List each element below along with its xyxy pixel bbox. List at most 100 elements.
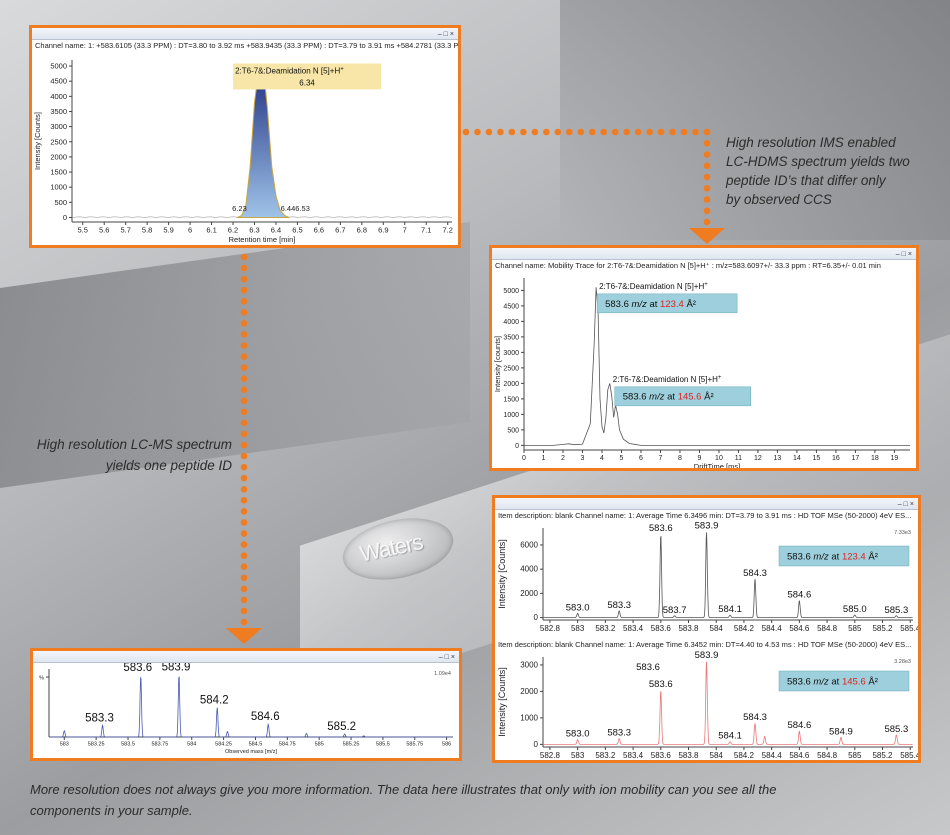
y-tick-label: 3000 xyxy=(520,660,538,669)
y-tick-label: 4000 xyxy=(50,92,67,101)
spectrum-trace xyxy=(543,661,913,745)
ccs-label-box xyxy=(596,293,738,314)
x-tick-label: 19 xyxy=(891,455,899,462)
x-tick-label: 7 xyxy=(659,455,663,462)
x-tick-label: 583.6 xyxy=(651,751,672,760)
drift-trace xyxy=(524,287,910,446)
chromatogram-channel-text: Channel name: 1: +583.6105 (33.3 PPM) : … xyxy=(35,41,458,50)
ccs-label: 583.6 m/z at 145.6 Å² xyxy=(614,386,752,407)
y-tick-label: 0 xyxy=(515,443,519,450)
y-tick-label: 1500 xyxy=(50,168,67,177)
x-tick-label: 583.8 xyxy=(678,751,699,760)
mass-label: 584.2 xyxy=(200,694,229,706)
x-tick-label: 582.8 xyxy=(540,751,561,760)
mass-label: 584.3 xyxy=(743,568,767,579)
mass-label: 584.3 xyxy=(743,712,767,723)
mobility-channel-text: Channel name: Mobility Trace for 2:T6-7&… xyxy=(495,261,881,270)
lcms-spectrum-panel: –□× 583 583.25 583.5 583.75 584 584.25 584.5 58… xyxy=(30,648,462,761)
y-tick-label: 2500 xyxy=(503,365,519,372)
arrow-to-mobility xyxy=(689,228,725,244)
x-tick-label: 6 xyxy=(639,455,643,462)
y-tick-label: 0 xyxy=(534,613,539,622)
mobility-panel: –□× Channel name: Mobility Trace for 2:T… xyxy=(489,245,919,471)
connector-dot xyxy=(240,463,248,471)
connector-dot xyxy=(240,474,248,482)
connector-dot xyxy=(240,485,248,493)
connector-dot xyxy=(240,618,248,626)
x-tick-label: 585 xyxy=(848,624,862,633)
window-buttons-icon[interactable]: –□× xyxy=(438,654,457,661)
connector-dot xyxy=(240,497,248,504)
ccs-value: 145.6 xyxy=(678,392,702,403)
ccs-label-text: 583.6 m/z at 123.4 Å² xyxy=(605,299,696,310)
mass-label: 583.9 xyxy=(695,522,719,532)
x-tick-label: 583.5 xyxy=(121,742,135,748)
connector-dot xyxy=(508,128,516,136)
y-tick-label: 3000 xyxy=(50,122,67,131)
x-tick-label: 15 xyxy=(813,455,821,462)
connector-dot xyxy=(543,128,550,136)
x-tick-label: 584.2 xyxy=(734,624,755,633)
ccs-label-text: 583.6 m/z at 123.4 Å² xyxy=(787,551,878,562)
x-tick-label: 5.9 xyxy=(163,226,173,235)
connector-dot xyxy=(240,574,248,582)
x-tick-label: 583.8 xyxy=(678,624,699,633)
x-tick-label: 6.5 xyxy=(292,226,302,235)
connector-dot xyxy=(240,596,248,604)
lcms-spectrum-chart: 583 583.25 583.5 583.75 584 584.25 584.5 584.75… xyxy=(39,662,453,755)
x-tick-label: 584.6 xyxy=(789,751,810,760)
x-tick-label: 6.2 xyxy=(228,226,238,235)
x-tick-label: 0 xyxy=(522,455,526,462)
window-buttons-icon[interactable]: –□× xyxy=(437,31,456,38)
y-tick-label: 4000 xyxy=(503,319,519,326)
x-tick-label: 584 xyxy=(710,751,724,760)
x-tick-label: 583.4 xyxy=(623,624,644,633)
ccs-label: 583.6 m/z at 123.4 Å² xyxy=(778,545,910,567)
arrow-to-lcms xyxy=(226,628,262,644)
mobility-chart: 0 1 2 3 4 5 6 7 8 9 10 11 12 13 14 15 16 17 18 190500100015… xyxy=(493,278,910,468)
x-tick-label: 2 xyxy=(561,455,565,462)
window-buttons-icon[interactable]: –□× xyxy=(895,251,914,258)
window-titlebar: –□× xyxy=(492,248,916,260)
y-tick-label: 5000 xyxy=(503,288,519,295)
y-tick-label: 1000 xyxy=(50,183,67,192)
y-tick-label: % xyxy=(39,676,44,682)
mass-label: 584.6 xyxy=(787,720,811,731)
mass-label: 584.6 xyxy=(787,590,811,601)
ccs-label-box xyxy=(778,545,910,567)
x-tick-label: 13 xyxy=(774,455,782,462)
ccs-text-part: at xyxy=(664,392,677,403)
x-tick-label: 583 xyxy=(60,742,69,748)
chromatogram-panel: –□× Channel name: 1: +583.6105 (33.3 PPM… xyxy=(29,25,461,248)
x-tick-label: 3 xyxy=(581,455,585,462)
connector-dot xyxy=(474,128,481,136)
x-tick-label: 583.2 xyxy=(595,624,616,633)
charge-superscript: + xyxy=(718,375,722,381)
x-tick-label: 584 xyxy=(187,742,196,748)
ccs-label: 583.6 m/z at 123.4 Å² xyxy=(596,293,738,314)
x-tick-label: 7.1 xyxy=(421,226,431,235)
mass-label: 584.6 xyxy=(251,711,280,723)
ccs-label: 583.6 m/z at 145.6 Å² xyxy=(778,670,910,692)
x-tick-label: 14 xyxy=(793,455,801,462)
x-tick-label: 585.2 xyxy=(872,624,893,633)
x-tick-label: 6.6 xyxy=(314,226,324,235)
ims-caption-line: peptide ID’s that differ only xyxy=(726,173,886,188)
y-axis-label: Intensity [counts] xyxy=(493,336,502,392)
mass-label: 583.0 xyxy=(566,602,590,613)
corner-scale-label: 1.09e4 xyxy=(434,671,451,677)
x-tick-label: 584.25 xyxy=(215,742,232,748)
x-tick-label: 18 xyxy=(871,455,879,462)
x-tick-label: 583.4 xyxy=(623,751,644,760)
ccs-text-part: at xyxy=(829,551,842,562)
window-buttons-icon[interactable]: –□× xyxy=(897,501,916,508)
ccs-text-part: 583.6 xyxy=(623,392,649,403)
spectrum-trace xyxy=(543,532,913,618)
bg-dark-wedge xyxy=(560,0,950,240)
mass-label: 583.3 xyxy=(85,712,114,724)
x-tick-label: 9 xyxy=(698,455,702,462)
x-tick-label: 584.75 xyxy=(279,742,296,748)
mass-label: 584.1 xyxy=(718,731,742,742)
window-titlebar: –□× xyxy=(32,28,458,40)
y-tick-label: 1000 xyxy=(503,412,519,419)
